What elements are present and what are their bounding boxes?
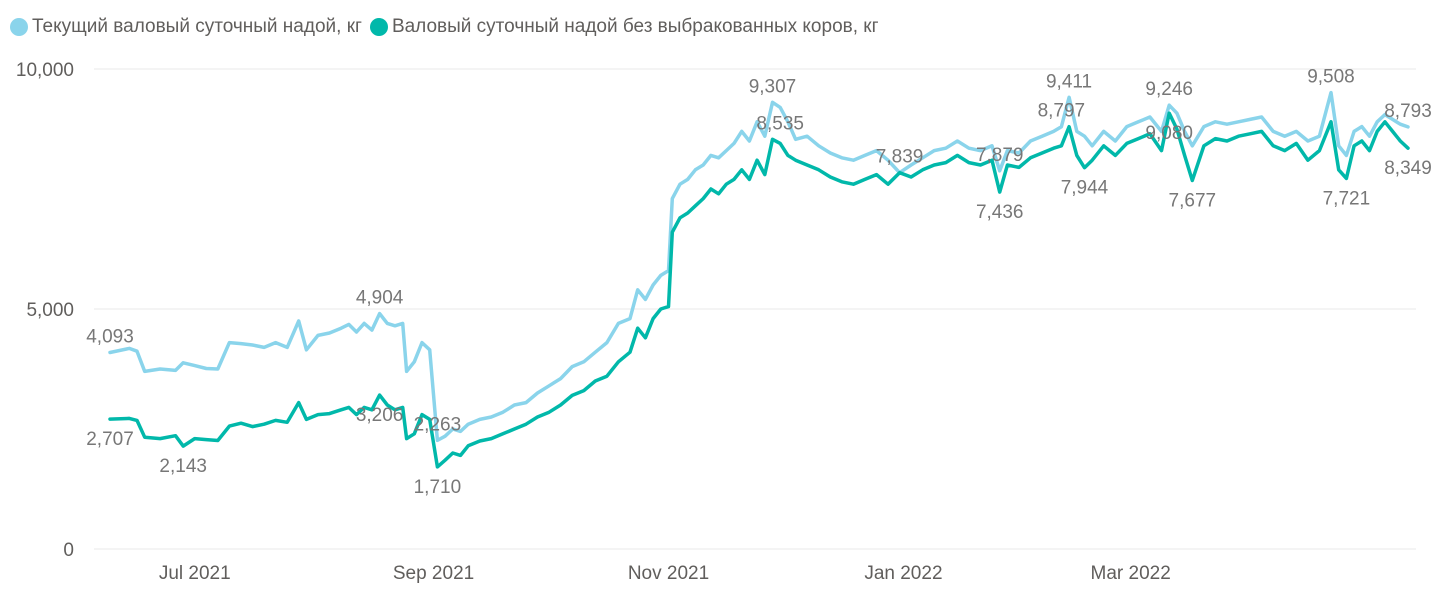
data-label: 9,307	[749, 76, 797, 97]
x-tick-label: Jan 2022	[864, 563, 942, 584]
data-label: 4,093	[86, 327, 134, 348]
data-label: 2,263	[414, 414, 462, 435]
data-label: 8,349	[1384, 158, 1432, 179]
series-lines	[108, 90, 1410, 469]
data-label: 7,721	[1323, 188, 1371, 209]
data-label: 7,436	[976, 202, 1024, 223]
data-label: 9,508	[1307, 67, 1355, 88]
series-line-current-yield[interactable]	[108, 90, 1410, 443]
data-label: 7,677	[1169, 191, 1217, 212]
y-axis: 0 5,000 10,000	[16, 60, 74, 561]
y-tick-label: 10,000	[16, 60, 74, 81]
data-label: 7,839	[876, 147, 924, 168]
gridlines	[94, 68, 1416, 550]
data-label: 9,080	[1145, 123, 1193, 144]
legend-item-current-yield[interactable]: Текущий валовый суточный надой, кг	[10, 16, 362, 38]
data-label: 8,797	[1038, 101, 1086, 122]
data-label: 4,904	[356, 288, 404, 309]
data-label: 9,246	[1145, 79, 1193, 100]
y-tick-label: 5,000	[26, 300, 74, 321]
data-label: 7,879	[976, 145, 1024, 166]
data-label: 2,143	[159, 456, 207, 477]
data-label: 7,944	[1061, 178, 1109, 199]
legend-marker-yield-without-culled	[369, 18, 388, 36]
x-tick-label: Mar 2022	[1091, 563, 1171, 584]
legend-marker-current-yield	[10, 18, 28, 36]
x-tick-label: Jul 2021	[159, 563, 231, 584]
series-line-yield-without-culled[interactable]	[108, 111, 1410, 469]
data-label: 9,411	[1046, 71, 1092, 92]
data-label: 8,535	[756, 113, 804, 134]
chart-legend: Текущий валовый суточный надой, кг Валов…	[10, 14, 887, 40]
data-labels: 4,093 2,707 2,143 4,904 3,206 2,263 1,710 9,307…	[86, 67, 1432, 498]
data-label: 8,793	[1384, 101, 1432, 122]
x-axis: Jul 2021 Sep 2021 Nov 2021 Jan 2022 Mar 2022	[159, 563, 1171, 584]
x-tick-label: Nov 2021	[628, 563, 709, 584]
legend-item-yield-without-culled[interactable]: Валовый суточный надой без выбракованных…	[369, 16, 879, 38]
legend-label-current-yield: Текущий валовый суточный надой, кг	[32, 16, 362, 37]
y-tick-label: 0	[63, 540, 74, 561]
legend-label-yield-without-culled: Валовый суточный надой без выбракованных…	[391, 16, 879, 37]
data-label: 2,707	[86, 429, 134, 450]
data-label: 3,206	[356, 405, 404, 426]
x-tick-label: Sep 2021	[393, 563, 474, 584]
data-label: 1,710	[414, 477, 462, 498]
